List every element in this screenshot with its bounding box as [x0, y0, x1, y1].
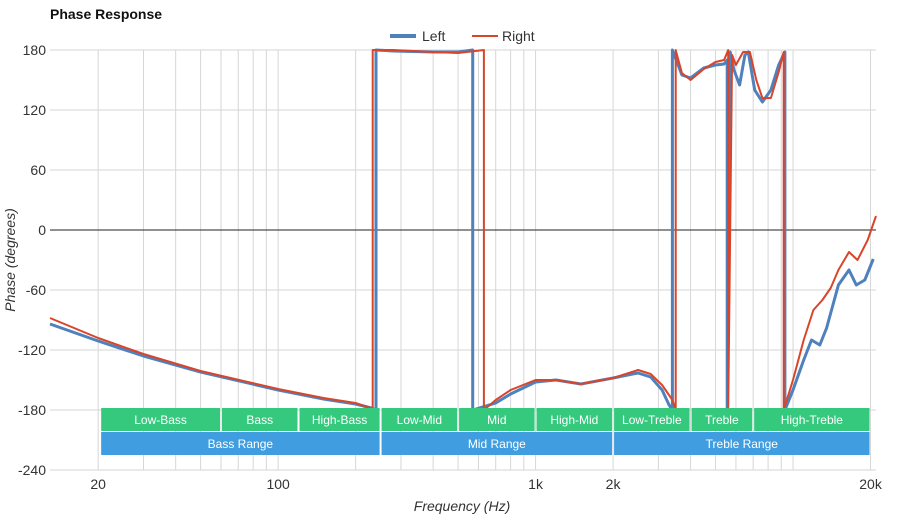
y-tick-label: -240: [18, 462, 46, 478]
x-axis-ticks: 20 100 1k 2k 20k: [90, 476, 882, 492]
x-tick-label: 20: [90, 476, 106, 492]
y-axis-label: Phase (degrees): [2, 208, 18, 312]
series-layer: [49, 48, 877, 412]
band-label-bass: Bass: [246, 413, 273, 427]
x-axis-label: Frequency (Hz): [414, 498, 510, 514]
band-label-treble: Treble: [705, 413, 739, 427]
y-axis-ticks: 180 120 60 0 -60 -120 -180 -240: [18, 42, 46, 478]
series-line-right: [49, 49, 877, 411]
band-bass-range: [101, 432, 380, 455]
y-tick-label: -120: [18, 342, 46, 358]
band-low-bass: [101, 408, 221, 431]
y-tick-label: 60: [30, 162, 46, 178]
band-high-treble: [754, 408, 870, 431]
chart-title: Phase Response: [50, 6, 162, 22]
band-high-bass: [299, 408, 380, 431]
x-tick-label: 20k: [859, 476, 883, 492]
band-label-mid-range: Mid Range: [468, 437, 526, 451]
grid: [50, 49, 876, 471]
band-low-mid: [381, 408, 458, 431]
y-tick-label: -60: [26, 282, 46, 298]
y-tick-label: 0: [38, 222, 46, 238]
band-label-low-treble: Low-Treble: [622, 413, 682, 427]
band-treble: [691, 408, 753, 431]
legend-label-right: Right: [502, 28, 535, 44]
band-label-low-mid: Low-Mid: [397, 413, 442, 427]
y-tick-label: 120: [23, 102, 47, 118]
band-bass: [222, 408, 298, 431]
band-label-bass-range: Bass Range: [208, 437, 274, 451]
band-high-mid: [536, 408, 613, 431]
band-mid: [459, 408, 535, 431]
band-label-high-mid: High-Mid: [550, 413, 598, 427]
band-label-low-bass: Low-Bass: [134, 413, 187, 427]
band-label-high-bass: High-Bass: [312, 413, 367, 427]
band-mid-range: [381, 432, 613, 455]
legend: Left Right: [390, 28, 535, 44]
x-tick-label: 100: [266, 476, 290, 492]
x-tick-label: 2k: [606, 476, 622, 492]
legend-label-left: Left: [422, 28, 445, 44]
band-low-treble: [614, 408, 690, 431]
band-label-mid: Mid: [487, 413, 506, 427]
band-label-treble-range: Treble Range: [706, 437, 779, 451]
frequency-bands: Low-Bass Bass High-Bass Low-Mid Mid High-Mid L…: [101, 408, 870, 455]
band-label-high-treble: High-Treble: [781, 413, 844, 427]
band-treble-range: [614, 432, 870, 455]
y-tick-label: -180: [18, 402, 46, 418]
y-tick-label: 180: [23, 42, 47, 58]
x-tick-label: 1k: [528, 476, 544, 492]
